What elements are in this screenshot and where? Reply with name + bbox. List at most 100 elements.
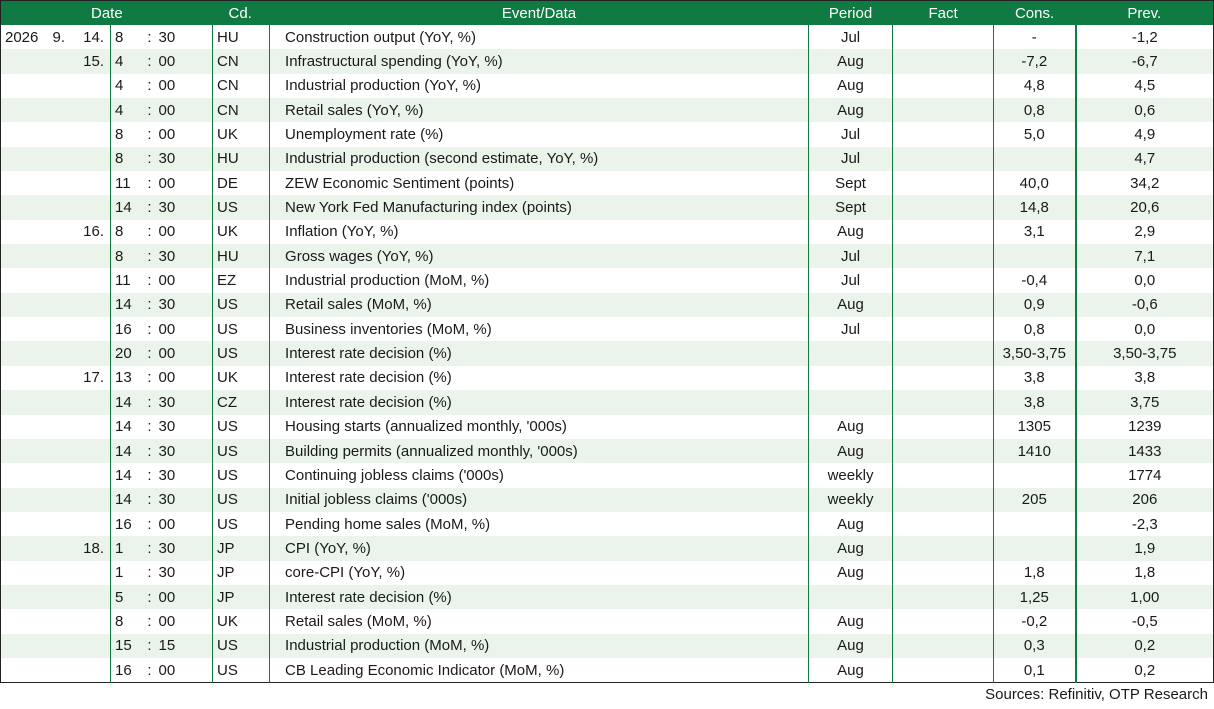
table-row: 15. 4:00 CN Infrastructural spending (YoY, … bbox=[0, 49, 1214, 74]
country-code: CN bbox=[212, 98, 270, 123]
consensus-cell: 0,8 bbox=[993, 98, 1076, 123]
time-separator: : bbox=[144, 438, 155, 464]
country-code: CN bbox=[212, 73, 270, 99]
date-day bbox=[74, 633, 111, 658]
event-name: Gross wages (YoY, %) bbox=[269, 244, 809, 269]
header-period: Period bbox=[808, 0, 893, 25]
country-code: UK bbox=[212, 122, 270, 147]
country-code: UK bbox=[212, 219, 270, 245]
table-row: 8:00 UK Unemployment rate (%) Jul 5,0 4,9 bbox=[1, 122, 1214, 147]
date-year bbox=[0, 49, 53, 74]
date-month: 9. bbox=[52, 28, 66, 46]
date-day bbox=[75, 415, 111, 439]
consensus-cell bbox=[993, 146, 1076, 172]
period-cell bbox=[808, 390, 893, 415]
time-hour: 4 bbox=[110, 49, 145, 74]
previous-cell: 0,0 bbox=[1074, 268, 1214, 293]
time-separator: : bbox=[147, 661, 152, 679]
date-month bbox=[52, 292, 75, 318]
time-hour: 8 bbox=[110, 244, 145, 269]
previous-cell: -6,7 bbox=[1074, 49, 1214, 74]
table-row: 16:00 US Business inventories (MoM, %) Jul 0… bbox=[1, 317, 1214, 342]
date-day: 16. bbox=[83, 223, 104, 241]
date-year bbox=[0, 98, 53, 123]
previous-cell: 1239 bbox=[1074, 414, 1214, 439]
date-day bbox=[75, 463, 111, 487]
consensus-cell: 1,8 bbox=[993, 560, 1076, 585]
period-cell: Sept bbox=[808, 195, 893, 220]
fact-cell bbox=[892, 25, 994, 50]
fact-cell bbox=[892, 390, 994, 415]
consensus-cell: 5,0 bbox=[993, 122, 1076, 147]
date-year bbox=[1, 463, 53, 487]
date-day bbox=[74, 195, 111, 220]
table-row: 14:30 US Building permits (annualized mont… bbox=[0, 438, 1214, 464]
country-code: UK bbox=[212, 609, 270, 634]
time-minute: 00 bbox=[158, 126, 176, 144]
date-day bbox=[75, 122, 111, 146]
table-row: 15:15 US Industrial production (MoM, %) Aug… bbox=[0, 633, 1214, 658]
time-hour: 14 bbox=[110, 414, 145, 439]
time-separator: : bbox=[147, 369, 152, 387]
consensus-cell: 3,1 bbox=[993, 219, 1076, 245]
date-month bbox=[52, 584, 75, 610]
date-day bbox=[74, 146, 111, 172]
header-prev: Prev. bbox=[1075, 0, 1214, 25]
time-separator: : bbox=[147, 564, 152, 582]
period-cell: Aug bbox=[808, 98, 893, 123]
fact-cell bbox=[892, 98, 994, 123]
time-minute: 00 bbox=[158, 272, 176, 290]
date-month bbox=[52, 195, 75, 220]
table-row: 14:30 US Initial jobless claims ('000s) wee… bbox=[0, 487, 1214, 512]
date-year bbox=[0, 146, 53, 172]
fact-cell bbox=[892, 657, 994, 683]
date-day bbox=[74, 487, 111, 512]
period-cell: Jul bbox=[808, 25, 893, 50]
time-hour: 11 bbox=[110, 268, 145, 293]
period-cell: Aug bbox=[808, 657, 893, 683]
date-month bbox=[52, 146, 75, 172]
time-separator: : bbox=[147, 126, 152, 144]
time-separator: : bbox=[144, 98, 155, 123]
previous-cell: 20,6 bbox=[1074, 195, 1214, 220]
time-separator: : bbox=[144, 292, 155, 318]
previous-cell: 0,6 bbox=[1074, 98, 1214, 123]
time-separator: : bbox=[144, 487, 155, 512]
time-separator: : bbox=[147, 418, 152, 436]
time-minute: 00 bbox=[154, 49, 213, 74]
previous-cell: 7,1 bbox=[1074, 244, 1214, 269]
consensus-cell: 14,8 bbox=[993, 195, 1076, 220]
date-year bbox=[1, 268, 53, 292]
fact-cell bbox=[892, 536, 994, 561]
country-code: CZ bbox=[212, 390, 270, 415]
country-code: US bbox=[212, 463, 270, 488]
previous-cell: 1,00 bbox=[1074, 584, 1214, 610]
time-minute: 00 bbox=[154, 341, 213, 366]
event-name: Initial jobless claims ('000s) bbox=[269, 487, 809, 512]
country-code: US bbox=[212, 657, 270, 683]
table-row: 14:30 US New York Fed Manufacturing index … bbox=[0, 195, 1214, 220]
date-year bbox=[0, 438, 53, 464]
fact-cell bbox=[892, 633, 994, 658]
table-row: 17. 13:00 UK Interest rate decision (%) 3,8 3… bbox=[1, 365, 1214, 391]
period-cell: Jul bbox=[808, 244, 893, 269]
period-cell: Aug bbox=[808, 414, 893, 439]
table-row: 1:30 JP core-CPI (YoY, %) Aug 1,8 1,8 bbox=[1, 560, 1214, 585]
previous-cell: 3,50-3,75 bbox=[1074, 341, 1214, 366]
previous-cell: -0,5 bbox=[1074, 609, 1214, 634]
time-hour: 16 bbox=[110, 511, 145, 537]
event-name: Industrial production (MoM, %) bbox=[269, 633, 809, 658]
date-month bbox=[52, 438, 75, 464]
country-code: US bbox=[212, 487, 270, 512]
table-row: 16:00 US CB Leading Economic Indicator (Mo… bbox=[1, 657, 1214, 683]
event-name: CB Leading Economic Indicator (MoM, %) bbox=[269, 657, 809, 683]
period-cell: Aug bbox=[808, 438, 893, 464]
date-day bbox=[74, 292, 111, 318]
country-code: US bbox=[212, 317, 270, 342]
table-row: 14:30 US Continuing jobless claims ('000s)… bbox=[1, 463, 1214, 488]
date-year bbox=[0, 244, 53, 269]
time-separator: : bbox=[147, 320, 152, 338]
time-hour: 8 bbox=[110, 609, 145, 634]
consensus-cell: -0,4 bbox=[993, 268, 1076, 293]
event-name: Industrial production (second estimate, … bbox=[269, 146, 809, 172]
